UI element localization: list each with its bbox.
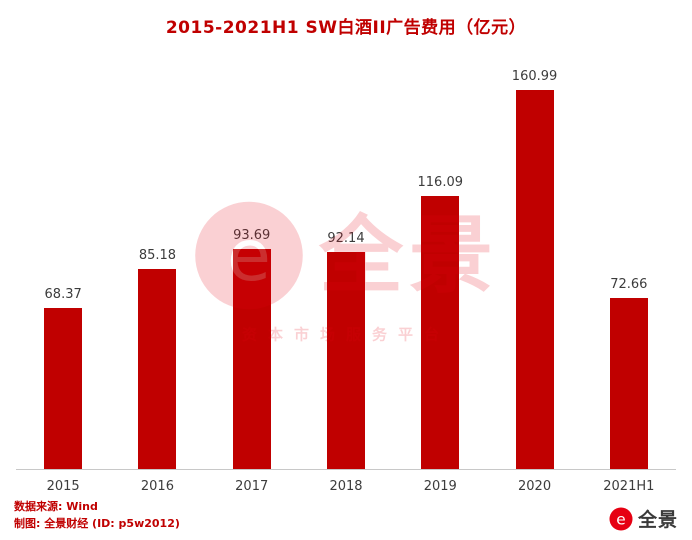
bar — [326, 252, 365, 469]
bar-value-label: 92.14 — [327, 231, 365, 247]
category-label: 2016 — [140, 479, 174, 494]
bar-value-label: 93.69 — [233, 227, 271, 243]
bar-group: 93.69 — [205, 228, 299, 469]
bar — [44, 308, 83, 469]
footer-logo-icon: e — [609, 506, 633, 531]
categories-row: 2015 2016 2017 2018 2019 2020 2021H1 — [16, 470, 676, 494]
chart-title: 2015-2021H1 SW白酒II广告费用（亿元） — [165, 18, 527, 38]
bar — [609, 298, 648, 469]
category-label: 2017 — [235, 479, 269, 494]
bar — [232, 248, 271, 469]
bar-group: 160.99 — [487, 69, 581, 469]
bar-value-label: 85.18 — [138, 247, 177, 263]
category-label: 2019 — [423, 479, 457, 494]
footer: 数据来源: Wind 制图: 全景财经 (ID: p5w2012) e 全景 — [14, 498, 678, 532]
bar — [138, 268, 177, 469]
bar-value-label: 116.09 — [417, 174, 464, 190]
bar-group: 68.37 — [16, 287, 110, 469]
svg-text:e: e — [616, 510, 625, 528]
data-source-text: 数据来源: Wind — [14, 499, 98, 513]
bar-value-label: 72.66 — [610, 277, 648, 292]
chart-area: 68.37 85.18 93.69 92.14 116.09 160.99 72.66 20… — [0, 69, 692, 494]
bar-group: 116.09 — [393, 175, 487, 469]
category-label: 2021H1 — [603, 479, 655, 494]
category-label: 2018 — [329, 479, 363, 494]
bar — [421, 195, 460, 469]
bar-group: 92.14 — [299, 231, 393, 469]
bar-group: 85.18 — [110, 248, 204, 469]
bar-value-label: 68.37 — [44, 287, 82, 303]
footer-brand: e 全景 — [609, 505, 678, 532]
category-label: 2015 — [46, 479, 80, 494]
bars-row: 68.37 85.18 93.69 92.14 116.09 160.99 72.66 — [16, 69, 676, 470]
footer-source-lines: 数据来源: Wind 制图: 全景财经 (ID: p5w2012) — [14, 498, 180, 532]
credit-text: 制图: 全景财经 (ID: p5w2012) — [14, 516, 180, 530]
footer-brand-text: 全景 — [637, 509, 678, 531]
bar-value-label: 160.99 — [511, 69, 558, 85]
bar — [515, 90, 554, 469]
bar-group: 72.66 — [582, 277, 676, 469]
category-label: 2020 — [518, 479, 552, 494]
